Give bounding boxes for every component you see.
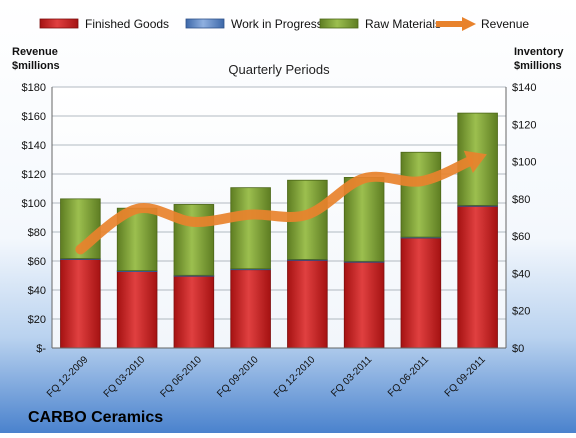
company-name: CARBO Ceramics — [28, 409, 163, 426]
legend-label-work-in-progress: Work in Progress — [231, 17, 323, 31]
legend-label-revenue: Revenue — [481, 17, 529, 31]
left-tick-label: $40 — [28, 285, 46, 297]
right-axis-title-line-1: Inventory — [514, 46, 564, 58]
bar-finished-goods — [400, 237, 442, 349]
chart-title: Quarterly Periods — [228, 62, 330, 77]
left-axis-title-line-1: Revenue — [12, 46, 58, 58]
revenue-arrowhead — [463, 150, 487, 173]
right-axis-title-line-2: $millions — [514, 60, 562, 72]
bar-finished-goods — [116, 271, 158, 349]
bar-raw-materials — [343, 177, 385, 262]
left-tick-label: $120 — [22, 169, 46, 181]
bar-raw-materials — [230, 187, 271, 270]
left-tick-label: $160 — [22, 111, 46, 123]
left-axis-title-line-2: $millions — [12, 60, 60, 72]
right-tick-label: $100 — [512, 157, 536, 169]
right-tick-label: $0 — [512, 343, 524, 355]
bar-finished-goods — [173, 275, 215, 349]
right-tick-label: $20 — [512, 306, 530, 318]
left-tick-label: $- — [36, 343, 46, 355]
revenue-line — [75, 156, 474, 255]
left-tick-label: $180 — [22, 82, 46, 94]
legend-label-raw-materials: Raw Materials — [365, 17, 441, 31]
bar-finished-goods — [60, 259, 101, 349]
legend-swatch-raw-materials — [319, 18, 359, 29]
legend-swatch-arrowhead — [462, 17, 476, 31]
left-tick-label: $20 — [28, 314, 46, 326]
legend-swatch-finished-goods — [39, 18, 79, 29]
left-tick-label: $140 — [22, 140, 46, 152]
bar-finished-goods — [230, 269, 271, 349]
right-tick-label: $140 — [512, 82, 536, 94]
legend-label-finished-goods: Finished Goods — [85, 17, 169, 31]
bar-raw-materials — [400, 151, 442, 238]
left-tick-label: $80 — [28, 227, 46, 239]
revenue-line-group — [75, 150, 487, 255]
legend-swatch-work-in-progress — [185, 18, 225, 29]
right-tick-label: $80 — [512, 194, 530, 206]
left-tick-label: $60 — [28, 256, 46, 268]
right-tick-label: $60 — [512, 231, 530, 243]
right-tick-label: $120 — [512, 119, 536, 131]
legend: Finished Goods Work in Progress Raw Materi… — [39, 17, 529, 31]
bar-finished-goods — [287, 259, 328, 349]
bar-finished-goods — [457, 205, 498, 349]
right-tick-label: $40 — [512, 268, 530, 280]
bar-finished-goods — [343, 261, 385, 349]
left-tick-label: $100 — [22, 198, 46, 210]
